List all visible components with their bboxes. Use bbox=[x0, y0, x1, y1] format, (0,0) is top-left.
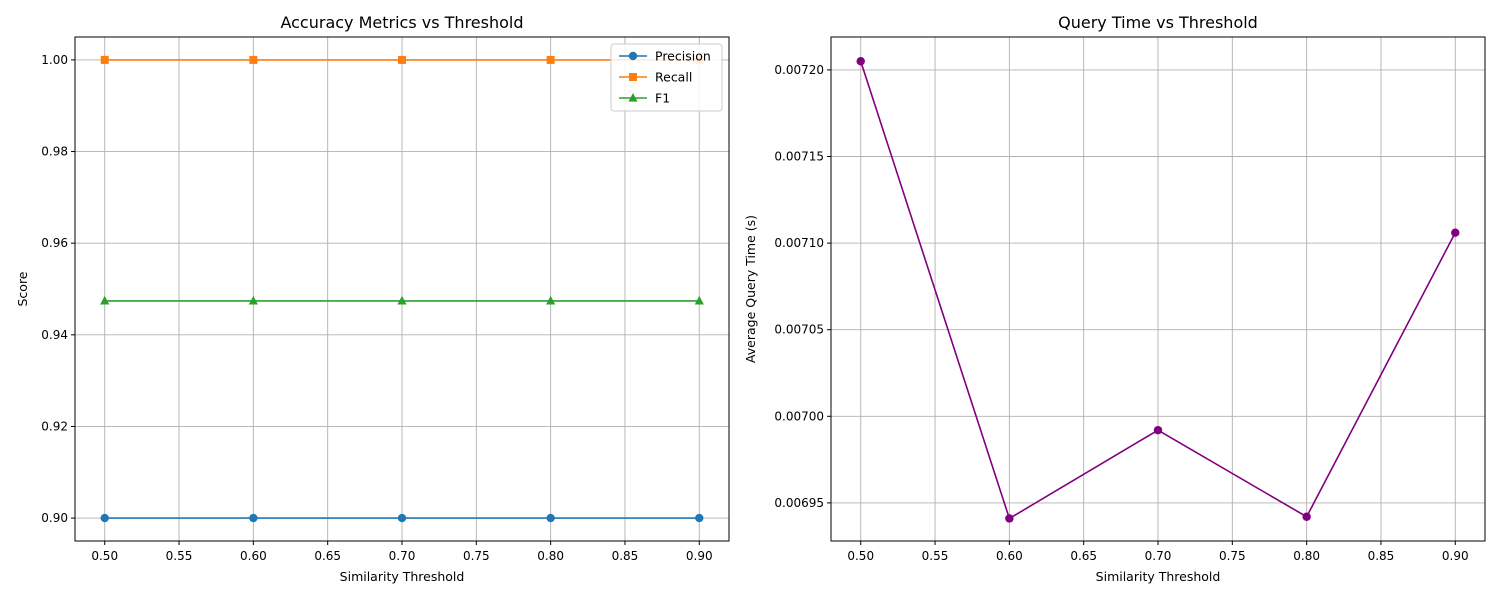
data-point bbox=[249, 513, 258, 523]
data-point bbox=[248, 295, 258, 305]
x-tick-label: 0.65 bbox=[1070, 549, 1097, 563]
legend-label: F1 bbox=[655, 91, 670, 106]
x-tick-label: 0.70 bbox=[1145, 549, 1172, 563]
data-point bbox=[398, 55, 406, 64]
y-tick-label: 0.98 bbox=[41, 145, 68, 159]
y-tick-label: 0.00695 bbox=[774, 496, 824, 510]
data-point bbox=[694, 295, 704, 305]
data-point bbox=[1451, 228, 1460, 237]
x-tick-label: 0.80 bbox=[537, 549, 564, 563]
x-tick-label: 0.55 bbox=[922, 549, 949, 563]
y-tick-label: 0.92 bbox=[41, 419, 68, 433]
y-axis-label: Score bbox=[15, 271, 30, 306]
x-axis-label: Similarity Threshold bbox=[1096, 569, 1221, 584]
data-point bbox=[249, 55, 258, 64]
data-point bbox=[1302, 512, 1311, 521]
legend: Precision Recall F1 bbox=[610, 43, 723, 112]
y-tick-label: 0.00700 bbox=[774, 409, 824, 423]
data-point bbox=[695, 513, 704, 523]
legend-item-precision: Precision bbox=[619, 49, 711, 64]
x-tick-label: 0.90 bbox=[686, 549, 713, 563]
legend-label: Precision bbox=[655, 49, 711, 64]
data-point bbox=[100, 55, 109, 64]
y-tick-label: 0.94 bbox=[41, 328, 68, 342]
legend-marker bbox=[629, 73, 637, 81]
x-tick-label: 0.60 bbox=[996, 549, 1023, 563]
y-tick-label: 0.00710 bbox=[774, 236, 824, 250]
legend-label: Recall bbox=[655, 70, 692, 85]
y-tick-label: 0.00715 bbox=[774, 150, 824, 164]
x-tick-label: 0.55 bbox=[166, 549, 193, 563]
y-tick-label: 0.96 bbox=[41, 236, 68, 250]
legend-marker bbox=[628, 51, 638, 61]
data-point bbox=[856, 57, 865, 66]
y-tick-label: 0.00720 bbox=[774, 63, 824, 77]
x-tick-label: 0.65 bbox=[314, 549, 341, 563]
chart-title: Query Time vs Threshold bbox=[1058, 13, 1258, 32]
legend-item-recall: Recall bbox=[619, 70, 692, 85]
legend-box bbox=[610, 43, 723, 112]
data-point bbox=[1153, 425, 1163, 435]
data-point bbox=[100, 295, 110, 305]
chart-panel-2: 0.50 0.55 0.60 0.65 0.70 0.75 0.80 0.85 0.90 0.00… bbox=[743, 13, 1486, 584]
y-axis-label: Average Query Time (s) bbox=[743, 215, 758, 363]
x-tick-label: 0.70 bbox=[389, 549, 416, 563]
chart-panel-1: 0.50 0.55 0.60 0.65 0.70 0.75 0.80 0.85 0.90 0.90… bbox=[15, 13, 730, 584]
data-point bbox=[546, 55, 555, 64]
x-tick-label: 0.60 bbox=[240, 549, 267, 563]
y-tick-label: 0.00705 bbox=[774, 323, 824, 337]
data-point bbox=[546, 295, 556, 305]
x-tick-label: 0.80 bbox=[1293, 549, 1320, 563]
x-tick-label: 0.50 bbox=[847, 549, 874, 563]
y-tick-label: 1.00 bbox=[41, 53, 68, 67]
y-tick-label: 0.90 bbox=[41, 511, 68, 525]
data-point bbox=[397, 513, 407, 523]
x-tick-label: 0.85 bbox=[612, 549, 639, 563]
legend-item-f1: F1 bbox=[619, 91, 670, 106]
data-point bbox=[1005, 514, 1014, 523]
chart-title: Accuracy Metrics vs Threshold bbox=[280, 13, 523, 32]
x-tick-label: 0.85 bbox=[1368, 549, 1395, 563]
x-tick-label: 0.90 bbox=[1442, 549, 1469, 563]
data-point bbox=[397, 295, 407, 305]
x-tick-label: 0.75 bbox=[463, 549, 490, 563]
x-tick-label: 0.50 bbox=[91, 549, 118, 563]
legend-marker bbox=[628, 93, 638, 102]
data-point bbox=[100, 513, 109, 523]
x-axis-label: Similarity Threshold bbox=[340, 569, 465, 584]
x-tick-label: 0.75 bbox=[1219, 549, 1246, 563]
data-point bbox=[546, 513, 555, 523]
